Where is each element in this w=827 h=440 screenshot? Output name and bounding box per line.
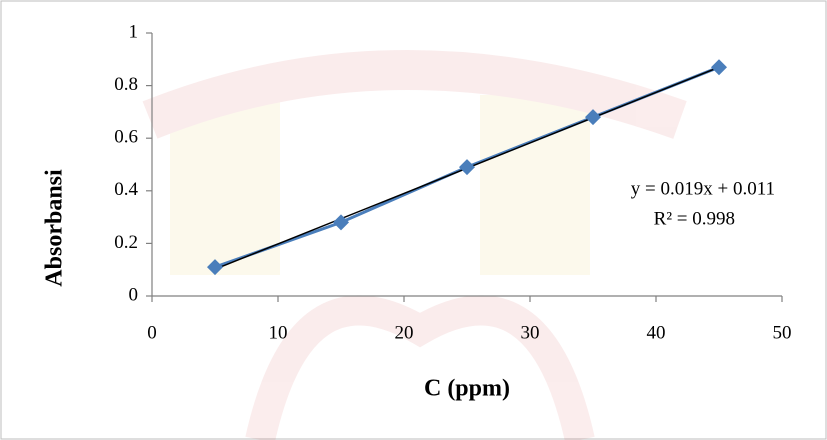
marker xyxy=(207,259,223,276)
annotation: y = 0.019x + 0.011 xyxy=(631,178,775,199)
x-tick-label: 20 xyxy=(395,322,414,343)
marker xyxy=(711,59,727,76)
watermark xyxy=(142,50,687,440)
y-tick-label: 0.6 xyxy=(114,127,138,148)
y-tick-label: 0.2 xyxy=(114,232,138,253)
x-tick-label: 30 xyxy=(521,322,540,343)
y-tick-label: 0 xyxy=(129,284,139,305)
marker xyxy=(585,109,601,126)
y-tick-label: 0.4 xyxy=(114,179,138,200)
y-tick-label: 1 xyxy=(129,21,139,42)
x-axis-label: C (ppm) xyxy=(424,376,510,402)
marker xyxy=(333,214,349,231)
x-tick-label: 40 xyxy=(647,322,666,343)
annotation: R² = 0.998 xyxy=(654,208,735,229)
y-tick-label: 0.8 xyxy=(114,74,138,95)
x-tick-label: 0 xyxy=(147,322,157,343)
y-axis-label: Absorbansi xyxy=(42,169,68,287)
marker xyxy=(459,159,475,176)
x-tick-label: 10 xyxy=(269,322,288,343)
x-tick-label: 50 xyxy=(773,322,792,343)
